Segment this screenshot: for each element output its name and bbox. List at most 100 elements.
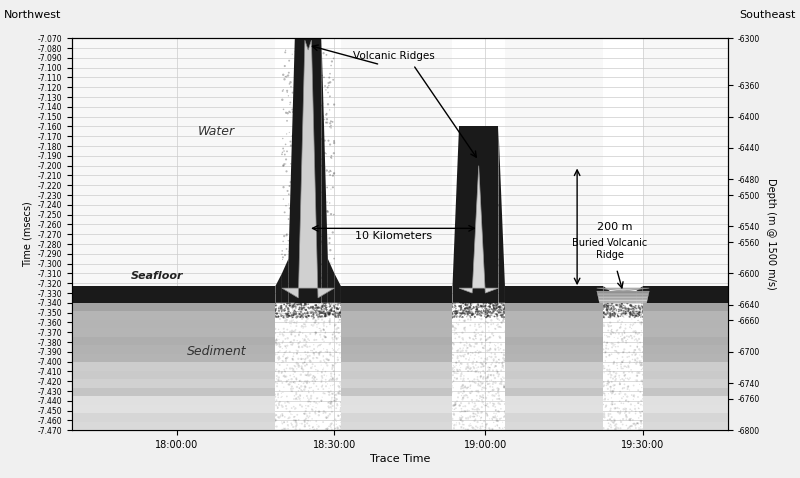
Point <box>155 307 168 315</box>
Point <box>119 413 132 421</box>
Point <box>378 310 390 317</box>
Point <box>461 301 474 309</box>
Point <box>566 312 578 319</box>
Point <box>195 426 208 434</box>
Point <box>384 417 397 424</box>
Point <box>351 309 364 317</box>
Point <box>413 323 426 331</box>
Point <box>92 402 105 410</box>
Point <box>228 365 241 373</box>
Point <box>261 377 274 385</box>
Point <box>257 382 270 390</box>
Polygon shape <box>505 286 603 303</box>
Point <box>546 379 558 387</box>
Point <box>382 304 394 312</box>
Point <box>511 345 524 353</box>
Point <box>598 304 610 311</box>
Point <box>395 399 408 407</box>
Point <box>210 368 222 376</box>
Point <box>471 305 484 313</box>
Point <box>171 375 184 383</box>
Point <box>116 304 129 312</box>
Point <box>218 307 231 315</box>
Point <box>364 346 377 353</box>
Point <box>613 316 626 324</box>
Point <box>450 310 462 317</box>
Point <box>194 340 207 348</box>
Point <box>341 310 354 317</box>
Point <box>666 323 678 331</box>
Point <box>417 313 430 320</box>
Point <box>369 350 382 358</box>
Point <box>374 405 386 413</box>
Point <box>466 405 478 413</box>
Point <box>219 395 232 403</box>
Point <box>188 307 201 315</box>
Point <box>138 371 150 379</box>
Point <box>583 313 596 321</box>
Point <box>294 328 306 336</box>
Point <box>338 397 351 404</box>
Point <box>246 339 259 347</box>
Point <box>435 313 448 321</box>
Point <box>460 302 473 310</box>
Point <box>556 339 569 347</box>
Point <box>638 355 650 362</box>
Point <box>241 366 254 373</box>
Point <box>217 377 230 385</box>
Point <box>336 372 349 380</box>
Point <box>307 309 320 316</box>
Point <box>497 373 510 381</box>
Point <box>360 369 373 377</box>
Point <box>202 307 215 315</box>
Point <box>679 303 692 311</box>
Point <box>95 311 108 318</box>
Point <box>504 367 517 375</box>
Point <box>188 381 201 389</box>
Point <box>563 411 576 419</box>
Point <box>370 414 382 422</box>
Point <box>484 300 497 308</box>
Point <box>699 420 712 428</box>
Point <box>549 299 562 307</box>
Point <box>249 329 262 337</box>
Point <box>586 328 598 336</box>
Point <box>658 314 671 321</box>
Point <box>459 307 472 315</box>
Point <box>250 304 262 311</box>
Point <box>381 335 394 342</box>
Point <box>590 348 603 356</box>
Point <box>546 306 559 314</box>
Point <box>476 420 489 427</box>
Point <box>291 256 304 264</box>
Point <box>178 410 191 417</box>
Point <box>122 304 134 312</box>
Point <box>184 402 197 410</box>
Point <box>340 301 353 308</box>
Point <box>171 338 184 346</box>
Point <box>109 384 122 392</box>
Point <box>214 403 227 411</box>
Point <box>617 348 630 356</box>
Point <box>423 386 436 394</box>
Point <box>98 307 110 315</box>
Point <box>446 323 459 330</box>
Point <box>242 349 255 357</box>
Point <box>347 320 360 327</box>
Point <box>341 312 354 319</box>
Point <box>204 391 217 399</box>
Point <box>466 399 479 406</box>
Point <box>682 411 695 419</box>
Point <box>600 353 613 361</box>
Point <box>522 384 534 392</box>
Point <box>418 346 430 354</box>
Point <box>320 308 333 316</box>
Point <box>655 340 668 348</box>
Point <box>558 344 571 352</box>
Point <box>219 335 232 342</box>
Point <box>608 313 621 320</box>
Point <box>254 308 266 316</box>
Point <box>504 317 517 325</box>
Point <box>133 321 146 329</box>
Point <box>171 309 184 317</box>
